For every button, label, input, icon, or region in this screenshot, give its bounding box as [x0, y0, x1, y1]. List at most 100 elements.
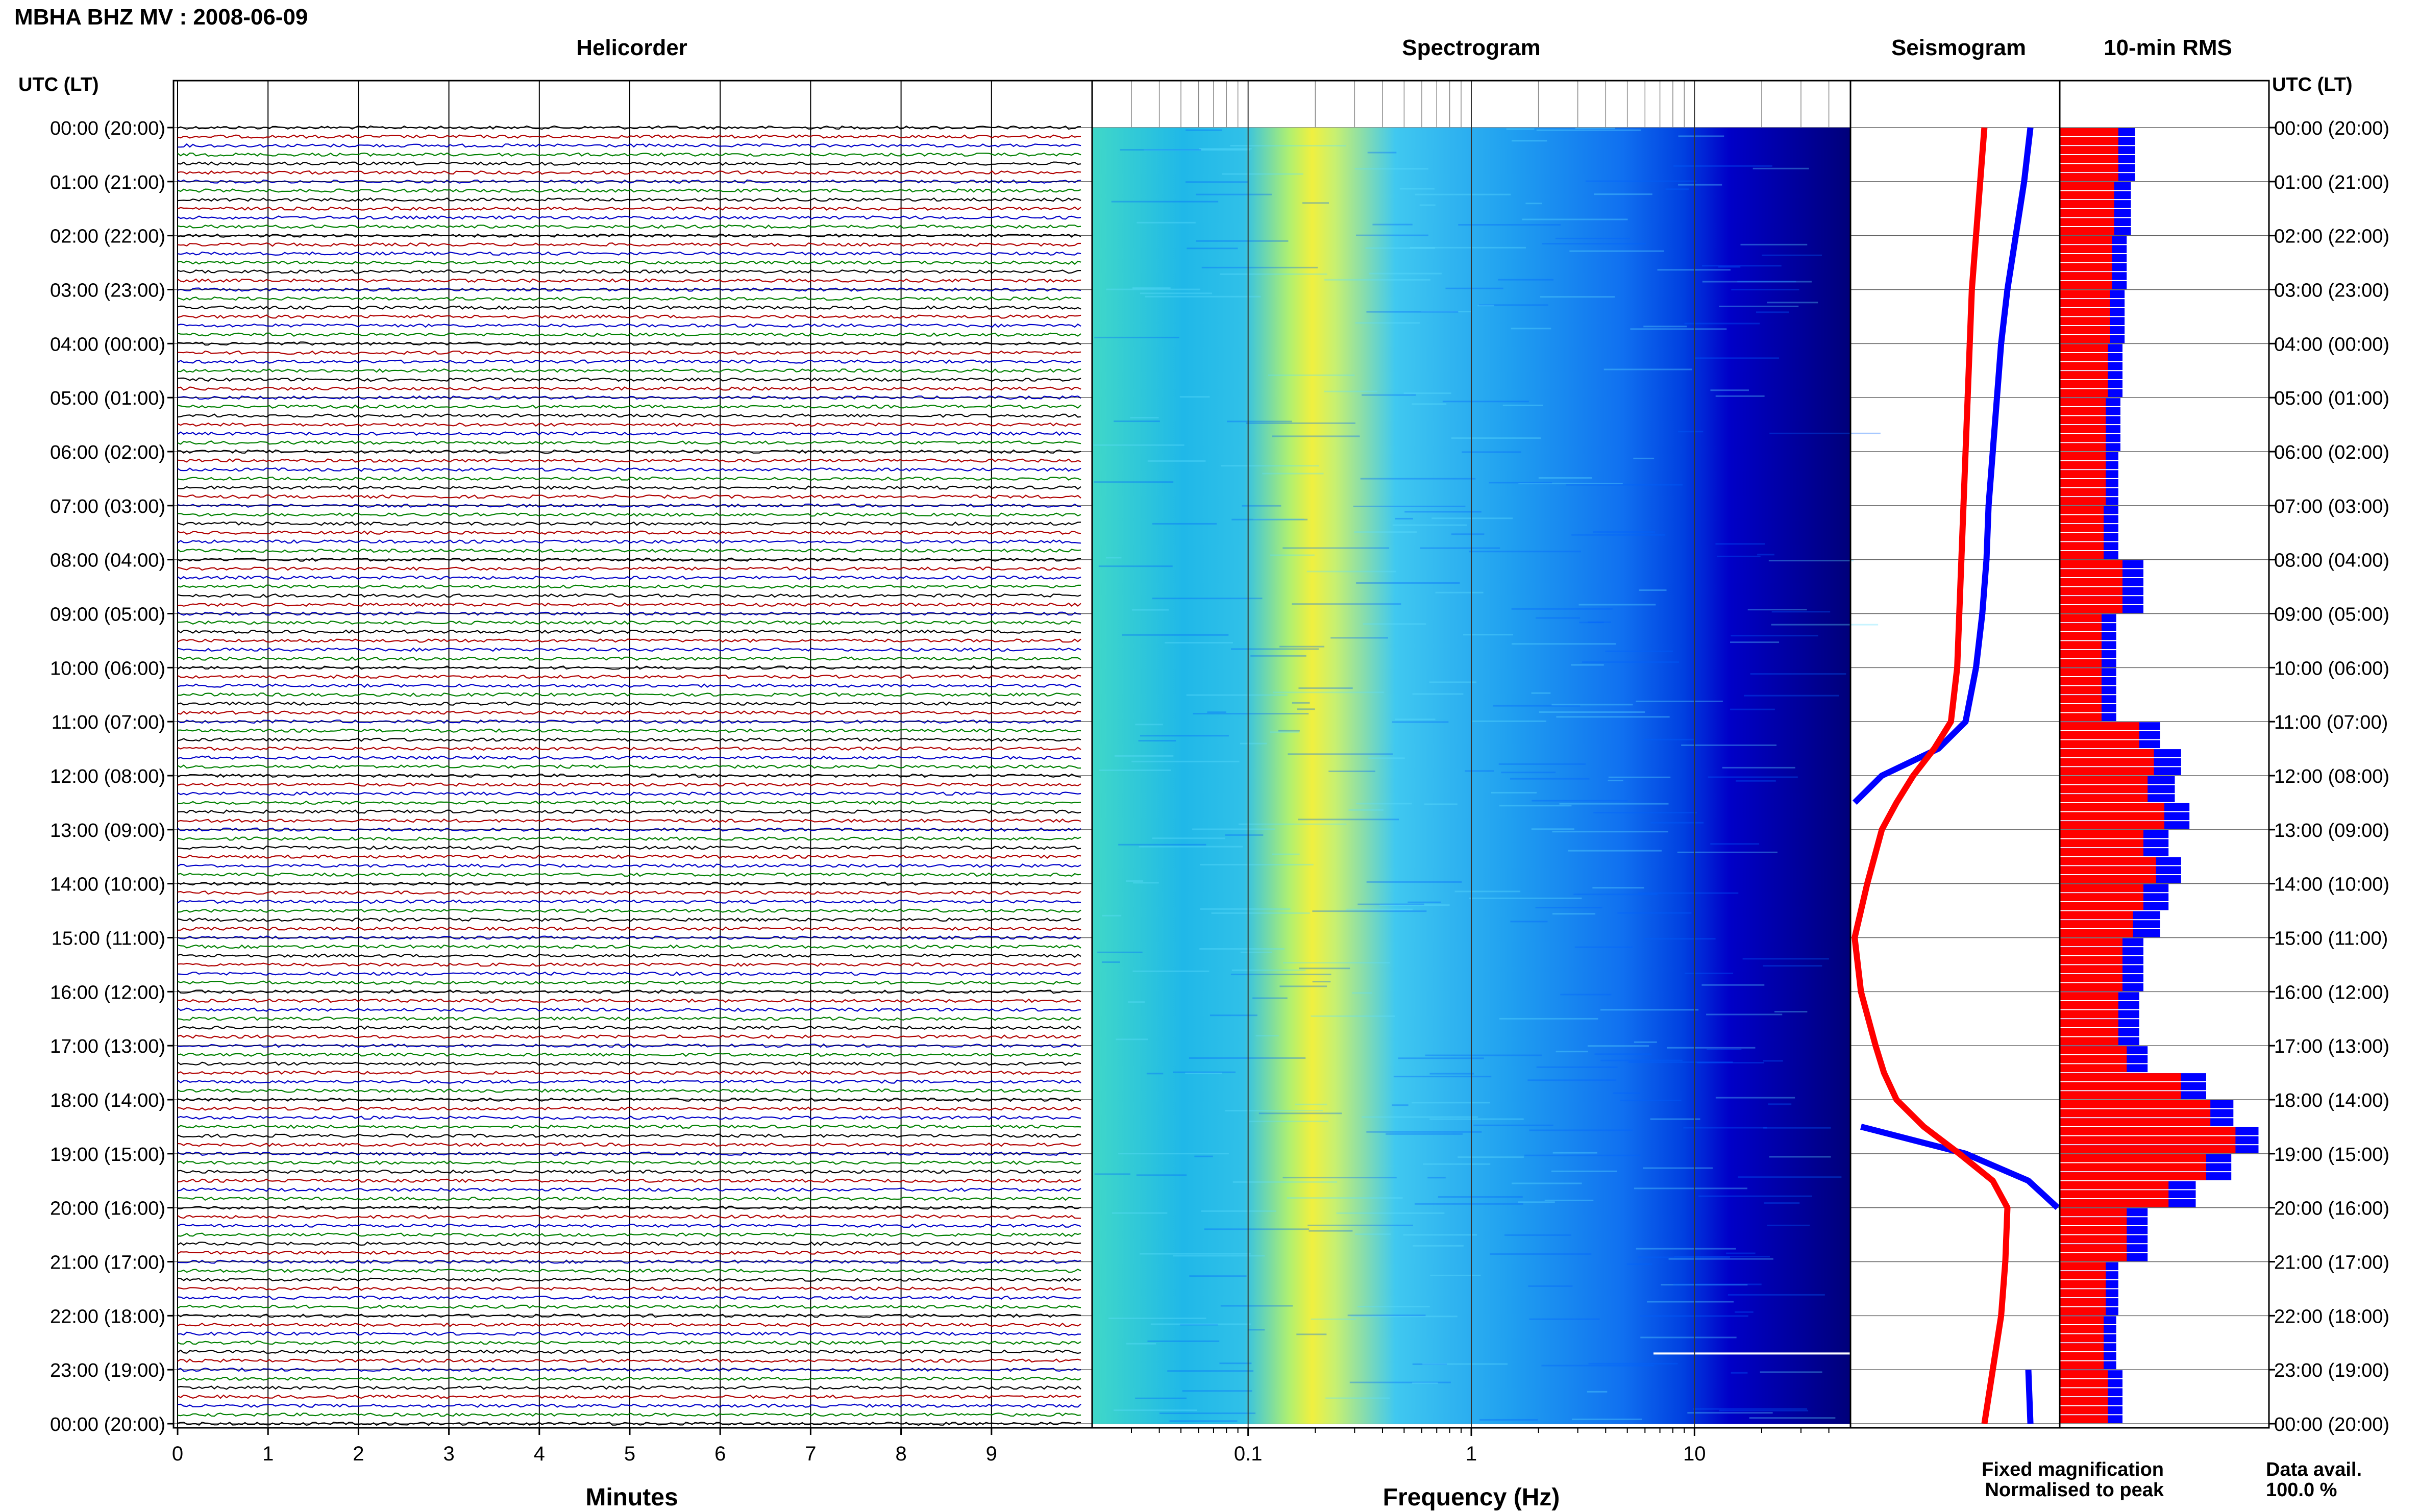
spectrogram-texture [1661, 1284, 1748, 1286]
spectrogram-texture [1731, 1372, 1748, 1374]
rms-normalised-bar [2060, 776, 2148, 784]
time-axis-labels: 00:00 (20:00) 00:00 (20:00) 01:00 (21:00) 0… [50, 118, 2389, 1435]
helicorder-trace [177, 656, 1081, 661]
rms-normalised-bar [2060, 470, 2106, 478]
spectrogram-texture [1189, 1275, 1247, 1277]
spectrogram-texture [1240, 951, 1272, 953]
helicorder-trace [177, 1223, 1081, 1228]
spectrogram-texture [1578, 604, 1656, 606]
rms-normalised-bar [2060, 191, 2114, 200]
rms-normalised-bar [2060, 1244, 2127, 1252]
spectrogram-texture [1116, 1038, 1148, 1040]
spectrogram-texture [1200, 908, 1291, 910]
spectrogram-texture [1633, 457, 1655, 459]
time-label-left: 14:00 (10:00) [50, 874, 165, 896]
helicorder-xtick-label: 0 [172, 1443, 183, 1465]
time-label-right: 20:00 (16:00) [2274, 1198, 2389, 1220]
spectrogram-texture [1560, 994, 1612, 996]
rms-normalised-bar [2060, 1361, 2104, 1370]
helicorder-trace [177, 1268, 1081, 1273]
spectrogram-texture [1325, 1397, 1390, 1399]
rms-normalised-bar [2060, 965, 2122, 974]
helicorder-trace [177, 998, 1081, 1003]
spectrogram-texture [1427, 1177, 1446, 1179]
rms-normalised-bar [2060, 1172, 2206, 1180]
rms-normalised-bar [2060, 713, 2102, 722]
spectrogram-texture [1253, 518, 1304, 520]
spectrogram-texture [1094, 1173, 1131, 1175]
rms-normalised-bar [2060, 344, 2108, 352]
spectrogram-texture [1501, 772, 1556, 774]
rms-normalised-bar [2060, 1046, 2127, 1054]
time-label-left: 04:00 (00:00) [50, 334, 165, 355]
time-label-left: 05:00 (01:00) [50, 388, 165, 409]
rms-panel [2060, 128, 2259, 1423]
spectrogram-texture [1222, 173, 1303, 175]
helicorder-trace [177, 593, 1081, 598]
spectrogram-texture [1673, 1283, 1762, 1285]
spectrogram-texture [1594, 193, 1652, 195]
rms-normalised-bar [2060, 254, 2112, 262]
helicorder-trace [177, 251, 1081, 256]
spectrogram-texture [1306, 571, 1396, 573]
rms-normalised-bar [2060, 677, 2102, 685]
spectrogram-texture [1106, 557, 1122, 559]
spectrogram-texture [1101, 961, 1120, 963]
spectrogram-texture [1757, 554, 1774, 556]
rms-normalised-bar [2060, 641, 2102, 650]
helicorder-trace [177, 899, 1081, 904]
rms-normalised-bar [2060, 758, 2154, 766]
helicorder-trace [177, 1259, 1081, 1264]
spectrogram-texture [1710, 389, 1749, 391]
seismogram-fixed-line [2025, 1369, 2034, 1424]
time-label-right: 19:00 (15:00) [2274, 1144, 2389, 1166]
spectrogram-texture [1356, 582, 1460, 584]
rms-normalised-bar [2060, 686, 2102, 695]
spectrogram-texture [1715, 543, 1765, 545]
spectrogram-texture [1538, 477, 1592, 479]
rms-normalised-bar [2060, 623, 2102, 631]
rms-normalised-bar [2060, 200, 2114, 208]
spectrogram-texture [1298, 819, 1399, 821]
spectrogram-texture [1362, 394, 1416, 396]
spectrogram-texture [1307, 1224, 1413, 1226]
rms-normalised-bar [2060, 389, 2108, 398]
spectrogram-texture [1366, 1131, 1482, 1133]
spectrogram-texture [1715, 1097, 1795, 1099]
helicorder-trace [177, 1304, 1081, 1309]
spectrogram-texture [1559, 803, 1669, 805]
spectrogram-texture [1510, 921, 1548, 923]
time-label-left: 22:00 (18:00) [50, 1306, 165, 1327]
spectrogram-texture [1617, 912, 1692, 914]
helicorder-trace [177, 323, 1081, 328]
time-label-left: 00:00 (20:00) [50, 118, 165, 139]
spectrogram-texture [1678, 184, 1722, 186]
helicorder-trace [177, 917, 1081, 922]
page-title: MBHA BHZ MV : 2008-06-09 [14, 5, 308, 30]
spectrogram-texture [1366, 881, 1462, 883]
time-label-left: 01:00 (21:00) [50, 172, 165, 193]
helicorder-xtick-label: 9 [986, 1443, 997, 1465]
spectrogram-texture [1140, 292, 1213, 294]
spectrogram-texture [1760, 1371, 1822, 1373]
spectrogram-texture [1412, 1382, 1438, 1384]
rms-normalised-bar [2060, 515, 2104, 524]
spectrogram-texture [1431, 517, 1513, 519]
helicorder-trace [177, 1412, 1081, 1417]
spectrogram-texture [1238, 823, 1347, 825]
spectrogram-texture [1412, 1363, 1447, 1365]
helicorder-trace [177, 566, 1081, 571]
spectrogram-texture [1136, 1174, 1187, 1176]
spectrogram-texture [1414, 1203, 1523, 1205]
spectrogram-texture [1357, 903, 1424, 905]
time-label-right: 23:00 (19:00) [2274, 1360, 2389, 1381]
helicorder-xtick-label: 8 [895, 1443, 906, 1465]
helicorder-trace [177, 134, 1081, 139]
spectrogram-texture [1499, 805, 1572, 807]
time-label-right: 04:00 (00:00) [2274, 334, 2389, 355]
helicorder-trace [177, 1178, 1081, 1183]
spectrogram-texture [1353, 505, 1466, 507]
helicorder-trace [177, 224, 1081, 229]
rms-normalised-bar [2060, 1262, 2106, 1271]
spectrogram-texture [1435, 591, 1484, 593]
